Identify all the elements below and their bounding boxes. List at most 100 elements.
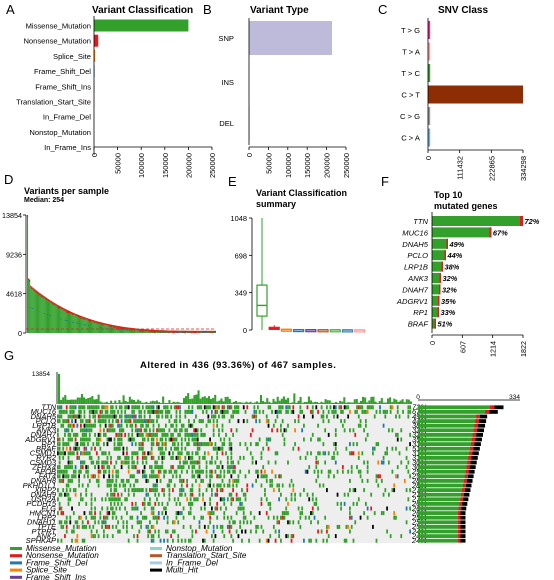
g-cell — [366, 506, 369, 511]
g-cell — [133, 483, 135, 488]
g-cell — [349, 428, 351, 433]
g-cell — [152, 474, 155, 479]
g-cell — [172, 474, 174, 479]
g-cell — [58, 460, 61, 465]
g-top-bar — [357, 402, 360, 404]
g-cell — [60, 538, 63, 543]
d-bar-segment — [164, 331, 166, 333]
g-top-bar — [205, 398, 208, 404]
g-top-bar — [228, 398, 231, 404]
d-bar-segment — [38, 292, 40, 296]
g-cell — [301, 428, 304, 433]
g-cell — [235, 409, 238, 414]
g-cell — [223, 474, 226, 479]
g-cell — [186, 460, 188, 465]
g-top-bar — [210, 398, 213, 404]
d-bar-segment — [134, 328, 136, 332]
g-cell — [184, 428, 187, 433]
g-cell — [207, 442, 210, 447]
g-cell — [97, 465, 100, 470]
g-cell — [308, 497, 311, 502]
g-cell — [311, 432, 314, 437]
g-top-bar — [224, 396, 227, 404]
g-cell — [80, 451, 82, 456]
g-cell — [65, 442, 68, 447]
g-top-bar — [89, 397, 92, 404]
g-cell — [306, 469, 309, 474]
d-bar-segment — [79, 315, 81, 318]
g-cell — [278, 520, 281, 525]
g-cell — [202, 497, 204, 502]
g-cell — [145, 488, 148, 493]
d-bar-segment — [120, 326, 122, 329]
g-cell — [97, 405, 100, 410]
g-cell — [134, 506, 137, 511]
g-cell — [71, 419, 73, 424]
d-bar — [92, 319, 94, 333]
d-bar-segment — [76, 322, 78, 324]
g-cell — [133, 437, 135, 442]
g-cell — [357, 469, 360, 474]
g-top-bar — [301, 402, 304, 404]
g-top-bar — [239, 402, 242, 404]
g-cell — [115, 405, 118, 410]
d-bar-segment — [138, 328, 140, 331]
g-top-bar — [135, 401, 138, 404]
g-cell — [145, 423, 148, 428]
g-cell — [81, 465, 84, 470]
g-cell — [164, 446, 167, 451]
g-cell — [58, 474, 61, 479]
f-bar — [432, 284, 441, 295]
g-cell — [191, 474, 194, 479]
g-cell — [81, 437, 84, 442]
g-cell — [101, 524, 104, 529]
g-cell — [65, 419, 68, 424]
g-cell — [242, 506, 245, 511]
d-bar-segment — [116, 325, 118, 329]
g-cell — [297, 446, 300, 451]
g-right-bar-segment — [460, 497, 464, 502]
g-cell — [315, 478, 318, 483]
g-cell — [99, 437, 102, 442]
g-cell — [379, 405, 381, 410]
g-cell — [140, 446, 142, 451]
g-cell — [173, 419, 176, 424]
g-cell — [230, 455, 233, 460]
g-cell — [221, 465, 224, 470]
g-cell — [134, 488, 137, 493]
g-top-bar — [201, 397, 204, 404]
g-right-bar-segment — [461, 506, 467, 511]
g-cell — [257, 442, 259, 447]
g-cell — [172, 520, 174, 525]
g-cell — [359, 419, 362, 424]
g-cell — [172, 488, 174, 493]
g-cell — [69, 451, 72, 456]
d-bar — [143, 329, 145, 333]
g-cell — [242, 515, 245, 520]
g-cell — [382, 455, 385, 460]
g-cell — [242, 511, 245, 516]
g-cell — [154, 483, 157, 488]
g-cell — [168, 419, 171, 424]
g-cell — [154, 409, 157, 414]
g-cell — [267, 446, 270, 451]
g-cell — [69, 488, 72, 493]
g-cell — [322, 409, 325, 414]
g-cell — [120, 414, 123, 419]
title-a: Variant Classification — [92, 5, 194, 16]
g-right-bar-segment — [478, 419, 487, 423]
g-cell — [106, 414, 109, 419]
g-cell — [175, 469, 178, 474]
g-cell — [317, 520, 319, 525]
g-cell — [226, 483, 229, 488]
g-cell — [265, 474, 268, 479]
g-cell — [94, 506, 96, 511]
g-cell — [134, 428, 137, 433]
g-cell — [67, 451, 70, 456]
g-cell — [108, 419, 111, 424]
g-cell — [203, 524, 206, 529]
d-bar — [98, 321, 100, 333]
g-cell — [103, 442, 105, 447]
g-cell — [184, 538, 187, 543]
g-cell — [81, 451, 84, 456]
